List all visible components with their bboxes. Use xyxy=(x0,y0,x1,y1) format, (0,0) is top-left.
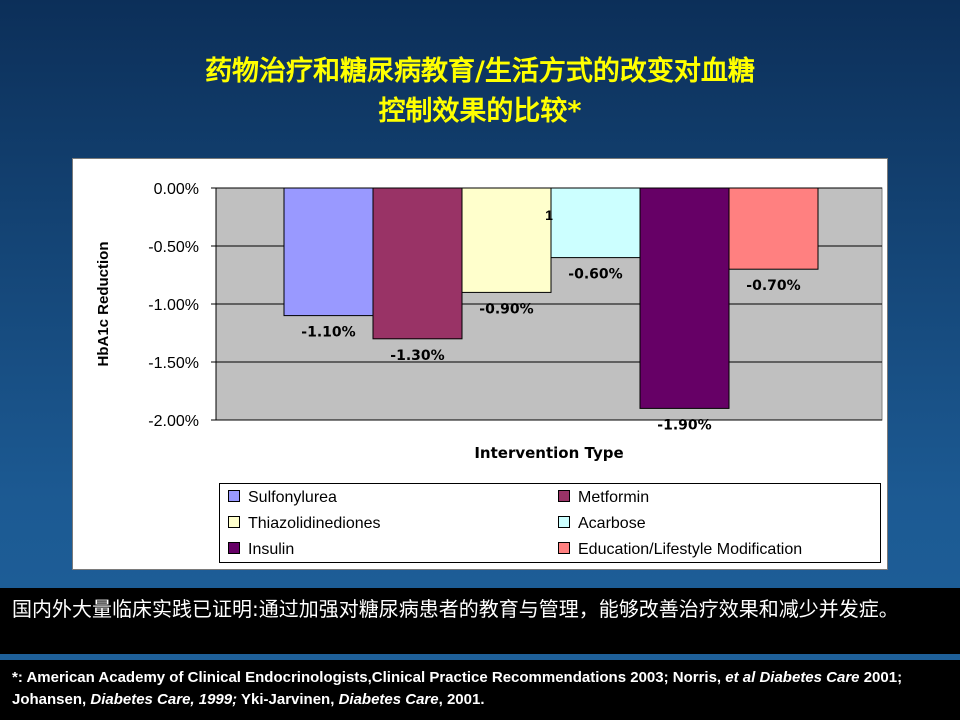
data-label: -1.10% xyxy=(301,325,355,341)
data-label: -0.90% xyxy=(479,301,533,317)
legend-item: Acarbose xyxy=(558,514,646,534)
stray-label: 1 xyxy=(545,207,553,223)
data-label: -1.30% xyxy=(390,348,444,364)
y-tick-label: -1.00% xyxy=(148,297,199,314)
y-tick-label: -2.00% xyxy=(148,413,199,430)
ref-part-italic: Diabetes Care xyxy=(759,669,860,686)
legend-swatch xyxy=(558,542,570,554)
legend-swatch xyxy=(228,490,240,502)
legend-label: Acarbose xyxy=(578,515,646,532)
bar-metformin xyxy=(372,187,463,340)
bar-education-lifestyle-modification xyxy=(728,187,819,270)
ref-part-italic: Diabetes Care xyxy=(338,691,439,708)
data-label: -0.70% xyxy=(746,278,800,294)
ref-part: Yki-Jarvinen, xyxy=(237,691,339,708)
bar-acarbose xyxy=(550,187,641,259)
y-axis-title: HbA1c Reduction xyxy=(95,241,112,366)
conclusion-note: 国内外大量临床实践已证明:通过加强对糖尿病患者的教育与管理，能够改善治疗效果和减… xyxy=(0,588,960,654)
legend-label: Insulin xyxy=(248,541,295,558)
legend-label: Thiazolidinediones xyxy=(248,515,381,532)
ref-part-italic: et al xyxy=(725,669,756,686)
bar-thiazolidinediones xyxy=(461,187,552,293)
ref-part-italic: Diabetes Care, 1999; xyxy=(90,691,238,708)
bar-chart: 0.00% -0.50% -1.00% -1.50% -2.00% -1.10% -1.3… xyxy=(95,181,883,462)
y-tick-label: 0.00% xyxy=(154,181,199,198)
ref-part: , 2001. xyxy=(438,691,485,708)
bar-sulfonylurea xyxy=(283,187,374,317)
legend-swatch xyxy=(228,516,240,528)
slide-title-line-2: 控制效果的比较* xyxy=(378,96,582,127)
y-tick-label: -1.50% xyxy=(148,355,199,372)
legend-item: Metformin xyxy=(558,488,649,508)
bar-insulin xyxy=(639,187,730,409)
y-tick-label: -0.50% xyxy=(148,239,199,256)
legend-label: Metformin xyxy=(578,489,650,506)
ref-part: *: American Academy of Clinical Endocrin… xyxy=(12,669,726,686)
x-axis-title: Intervention Type xyxy=(474,444,623,462)
slide-title: 药物治疗和糖尿病教育/生活方式的改变对血糖 控制效果的比较* xyxy=(0,52,960,132)
references-footnote: *: American Academy of Clinical Endocrin… xyxy=(0,660,960,720)
data-label: -0.60% xyxy=(568,267,622,283)
legend-swatch xyxy=(558,516,570,528)
legend-swatch xyxy=(228,542,240,554)
legend-item: Sulfonylurea xyxy=(228,488,337,508)
data-label: -1.90% xyxy=(657,417,711,433)
chart-area: 0.00% -0.50% -1.00% -1.50% -2.00% -1.10% -1.3… xyxy=(72,158,888,570)
legend-item: Insulin xyxy=(228,540,294,560)
chart-legend: Sulfonylurea Metformin Thiazolidinediones A… xyxy=(219,483,881,563)
slide-title-line-1: 药物治疗和糖尿病教育/生活方式的改变对血糖 xyxy=(205,56,755,87)
legend-label: Education/Lifestyle Modification xyxy=(578,541,803,558)
legend-item: Thiazolidinediones xyxy=(228,514,381,534)
legend-label: Sulfonylurea xyxy=(248,489,337,506)
legend-swatch xyxy=(558,490,570,502)
legend-item: Education/Lifestyle Modification xyxy=(558,540,802,560)
ref-part: 2001; Johansen, xyxy=(12,669,907,708)
